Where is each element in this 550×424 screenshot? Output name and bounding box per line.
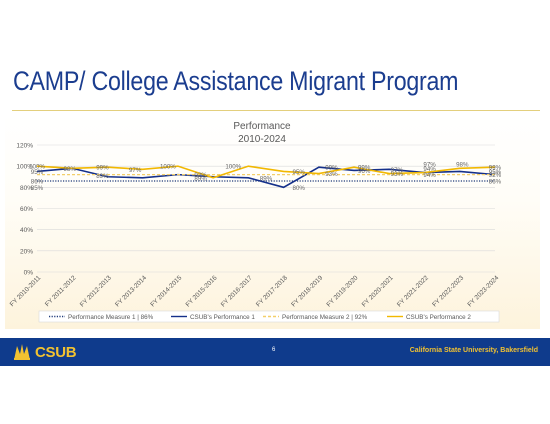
x-tick-label: FY 2018-2019 [290,274,324,308]
data-label: 98% [64,166,77,173]
y-tick-label: 20% [20,248,33,255]
x-tick-label: FY 2012-2013 [79,274,113,308]
chart-panel: Performance 2010-2024 0% 20% 40% 60% 80% 100%… [5,115,540,329]
x-tick-label: FY 2023-2024 [466,274,500,308]
data-label: 89% [96,173,109,180]
data-label: 89% [194,175,207,182]
chart-subtitle: 2010-2024 [238,134,286,145]
data-label: 100% [225,164,241,171]
y-tick-label: 60% [20,206,33,213]
legend-label-2: CSUB's Performance 1 [190,314,255,321]
x-tick-label: FY 2014-2015 [149,274,183,308]
data-label: 80% [293,185,306,192]
data-label: 86% [489,178,502,185]
chart-title: Performance [233,121,291,132]
data-label: 99% [358,165,371,172]
data-label: 89% [260,175,273,182]
data-label: 100% [160,164,176,171]
data-label: 98% [456,162,469,169]
performance-chart: Performance 2010-2024 0% 20% 40% 60% 80% 100%… [9,121,502,323]
y-tick-label: 100% [16,164,33,171]
y-tick-label: 40% [20,227,33,234]
x-tick-label: FY 2011-2012 [44,274,78,308]
legend-label-1: Performance Measure 1 | 86% [68,314,154,321]
title-divider [12,110,540,111]
x-tick-label: FY 2020-2021 [361,274,395,308]
slide-title: CAMP/ College Assistance Migrant Program [13,66,459,96]
csub-logo: CSUB [12,342,77,362]
data-label: 99% [489,165,502,172]
y-tick-label: 0% [24,270,34,277]
data-label: 100% [29,164,45,171]
x-tick-label: FY 2015-2016 [185,274,219,308]
page-number: 6 [272,347,276,353]
x-tick-label: FY 2019-2020 [325,274,359,308]
x-tick-label: FY 2021-2022 [396,274,430,308]
data-label: 97% [391,167,404,174]
y-tick-label: 120% [16,143,33,150]
data-label: 94% [423,172,436,179]
data-label: 97% [423,162,436,169]
x-tick-label: FY 2016-2017 [220,274,254,308]
data-label: 95% [31,169,44,176]
data-label: 95% [293,169,306,176]
data-label: 93% [391,171,404,178]
x-tick-label: FY 2013-2014 [114,274,148,308]
series-line-4 [36,165,496,179]
y-tick-label: 80% [20,185,33,192]
logo-text: CSUB [35,343,77,361]
data-label: 94% [423,166,436,173]
data-label: 93% [325,171,338,178]
data-label: 86% [31,178,44,185]
data-label: 92% [489,172,502,179]
data-label: 85% [31,185,44,192]
data-label: 92% [194,172,207,179]
roadrunner-icon [14,344,30,360]
data-label: 97% [129,167,142,174]
data-label: 99% [325,165,338,172]
footer-bar: CSUB 6 California State University, Bake… [0,338,550,366]
legend-label-4: CSUB's Performance 2 [406,314,471,321]
data-label: 95% [489,169,502,176]
data-label: 96% [358,168,371,175]
x-tick-label: FY 2017-2018 [255,274,289,308]
x-tick-label: FY 2010-2011 [9,274,43,308]
university-name: California State University, Bakersfield [409,347,538,354]
legend-label-3: Performance Measure 2 | 92% [282,314,368,321]
data-label: 99% [96,165,109,172]
x-tick-label: FY 2022-2023 [431,274,465,308]
